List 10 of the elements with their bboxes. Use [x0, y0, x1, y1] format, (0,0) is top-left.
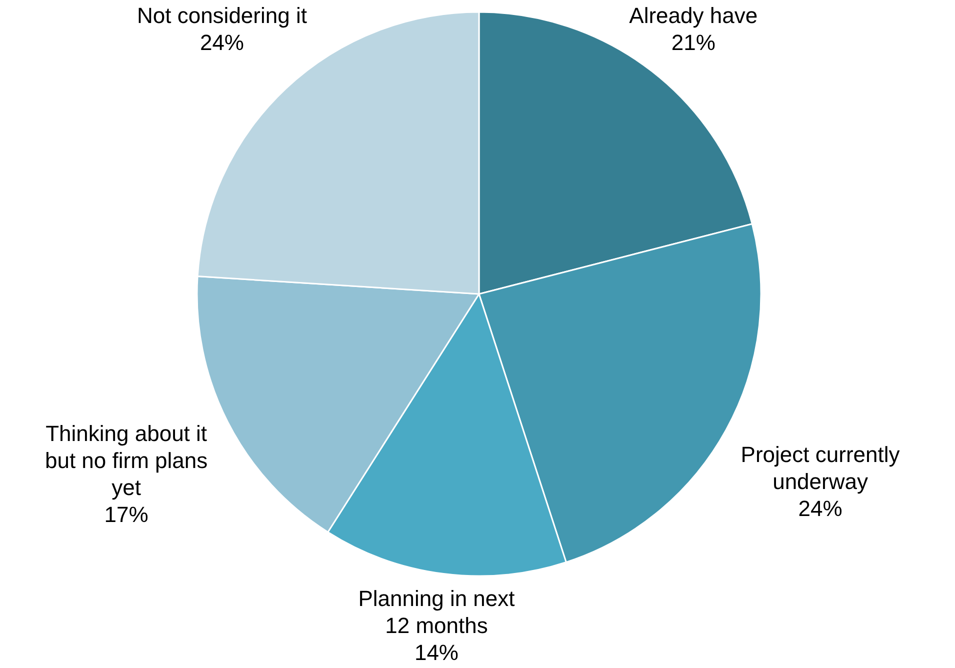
slice-label: Thinking about it but no firm plans yet: [44, 420, 208, 500]
slice-label: Planning in next 12 months: [358, 586, 515, 638]
slice-label: Project currently underway: [740, 442, 900, 494]
data-label: 21%: [671, 30, 716, 56]
slice-label: Not considering it: [136, 3, 307, 28]
data-label: 24%: [798, 496, 842, 522]
slice-label: Already have: [629, 3, 758, 28]
data-label: 14%: [414, 640, 459, 666]
data-label: 24%: [200, 30, 244, 56]
data-label: 17%: [104, 502, 148, 527]
